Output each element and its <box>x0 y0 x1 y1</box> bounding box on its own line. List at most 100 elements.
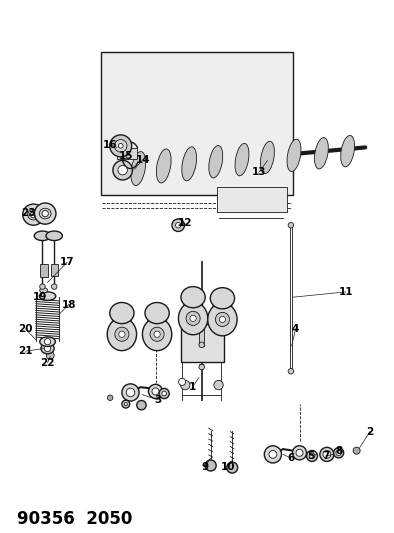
Ellipse shape <box>110 303 134 324</box>
Text: 23: 23 <box>21 207 35 217</box>
Ellipse shape <box>34 203 56 224</box>
Circle shape <box>288 222 294 228</box>
Circle shape <box>40 284 45 289</box>
Ellipse shape <box>39 208 51 219</box>
Circle shape <box>186 311 200 326</box>
Ellipse shape <box>260 141 274 174</box>
Circle shape <box>119 331 125 337</box>
Text: 11: 11 <box>338 287 353 297</box>
Circle shape <box>307 450 318 462</box>
Text: 3: 3 <box>154 395 162 405</box>
Ellipse shape <box>182 147 197 181</box>
Circle shape <box>205 460 216 471</box>
Ellipse shape <box>287 139 301 172</box>
Circle shape <box>172 219 184 231</box>
Text: 6: 6 <box>287 453 295 463</box>
Text: 19: 19 <box>33 292 47 302</box>
Text: 90356  2050: 90356 2050 <box>17 511 132 529</box>
Circle shape <box>336 450 341 456</box>
Text: 21: 21 <box>19 346 33 356</box>
Circle shape <box>154 331 160 337</box>
Circle shape <box>115 327 129 341</box>
Ellipse shape <box>209 146 223 178</box>
Circle shape <box>137 400 146 410</box>
Circle shape <box>216 312 229 327</box>
Bar <box>199 325 204 346</box>
Circle shape <box>118 143 123 148</box>
Bar <box>40 264 48 277</box>
Text: 16: 16 <box>103 140 117 150</box>
Ellipse shape <box>210 288 234 309</box>
Text: 22: 22 <box>40 358 55 368</box>
Circle shape <box>110 135 132 157</box>
Circle shape <box>45 345 51 352</box>
Bar <box>52 264 58 276</box>
Circle shape <box>214 381 223 390</box>
Ellipse shape <box>39 292 56 301</box>
Ellipse shape <box>181 287 205 308</box>
Circle shape <box>126 388 135 397</box>
Circle shape <box>219 316 225 322</box>
Circle shape <box>113 160 132 180</box>
Bar <box>117 148 137 158</box>
Circle shape <box>45 338 51 345</box>
Circle shape <box>323 450 331 458</box>
Ellipse shape <box>34 231 51 240</box>
Circle shape <box>180 381 190 390</box>
Ellipse shape <box>107 318 137 351</box>
Text: 8: 8 <box>335 446 342 456</box>
Circle shape <box>264 446 281 463</box>
Circle shape <box>114 140 127 152</box>
Text: 4: 4 <box>292 324 299 334</box>
Ellipse shape <box>41 343 54 354</box>
Circle shape <box>309 453 315 459</box>
Ellipse shape <box>46 231 62 240</box>
Text: 13: 13 <box>251 167 266 177</box>
Circle shape <box>52 284 57 289</box>
Circle shape <box>269 450 277 458</box>
Text: 2: 2 <box>366 426 374 437</box>
Circle shape <box>199 365 204 370</box>
Circle shape <box>353 447 360 454</box>
Circle shape <box>118 165 127 175</box>
Text: 15: 15 <box>119 151 133 161</box>
Text: 12: 12 <box>178 218 193 228</box>
Circle shape <box>199 342 204 348</box>
Circle shape <box>190 315 196 321</box>
Text: 14: 14 <box>136 155 151 165</box>
Circle shape <box>108 395 113 400</box>
Ellipse shape <box>314 138 328 169</box>
Circle shape <box>162 391 167 396</box>
Circle shape <box>288 368 294 374</box>
Circle shape <box>150 327 164 341</box>
Text: 18: 18 <box>61 300 76 310</box>
Text: 10: 10 <box>221 462 236 472</box>
Circle shape <box>296 449 303 456</box>
Text: 1: 1 <box>189 382 196 392</box>
Bar <box>101 52 293 195</box>
Circle shape <box>175 222 181 228</box>
Ellipse shape <box>28 209 39 220</box>
Ellipse shape <box>235 143 249 176</box>
Circle shape <box>320 447 334 462</box>
Text: 17: 17 <box>60 257 74 267</box>
Ellipse shape <box>131 151 146 185</box>
Circle shape <box>178 378 186 385</box>
Circle shape <box>30 212 37 218</box>
Ellipse shape <box>142 318 172 351</box>
Circle shape <box>152 388 159 395</box>
Circle shape <box>124 402 127 406</box>
Bar <box>180 324 224 362</box>
Ellipse shape <box>156 149 171 183</box>
Ellipse shape <box>23 204 44 225</box>
Text: 9: 9 <box>201 462 208 472</box>
Ellipse shape <box>178 302 208 335</box>
Bar <box>217 187 287 212</box>
Circle shape <box>292 446 307 460</box>
Circle shape <box>42 211 48 217</box>
Circle shape <box>334 448 344 458</box>
Circle shape <box>46 351 54 359</box>
Text: 7: 7 <box>322 451 330 461</box>
Ellipse shape <box>341 135 355 167</box>
Ellipse shape <box>208 303 237 336</box>
